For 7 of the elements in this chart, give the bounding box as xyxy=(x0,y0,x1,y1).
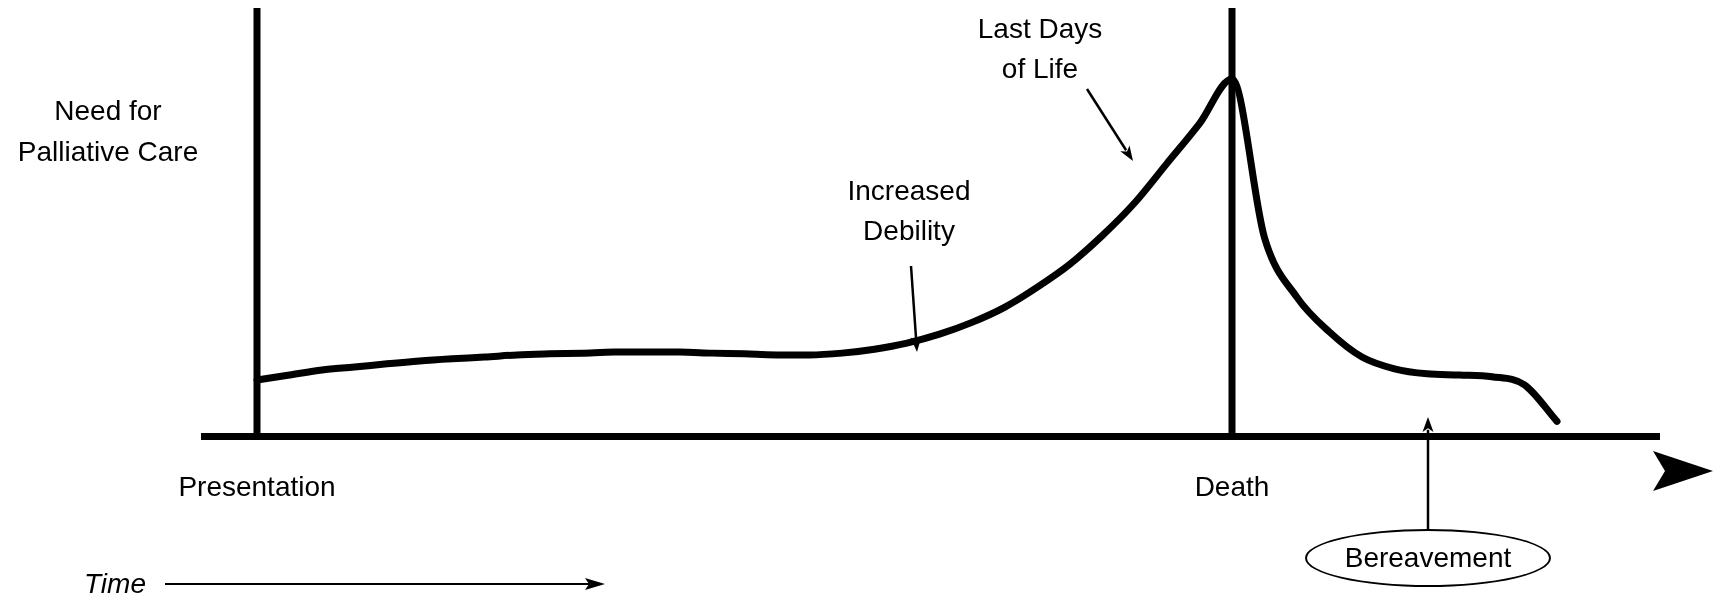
x-tick-label: Presentation xyxy=(178,470,336,502)
text: Bereavement xyxy=(1305,529,1551,587)
annotation: Increased Debility xyxy=(846,174,972,248)
annotation: Last Days of Life xyxy=(976,12,1104,86)
x-tick-label: Death xyxy=(1194,470,1270,502)
x-axis-title: Time xyxy=(84,567,146,601)
y-axis-title: Need for Palliative Care xyxy=(16,94,200,169)
